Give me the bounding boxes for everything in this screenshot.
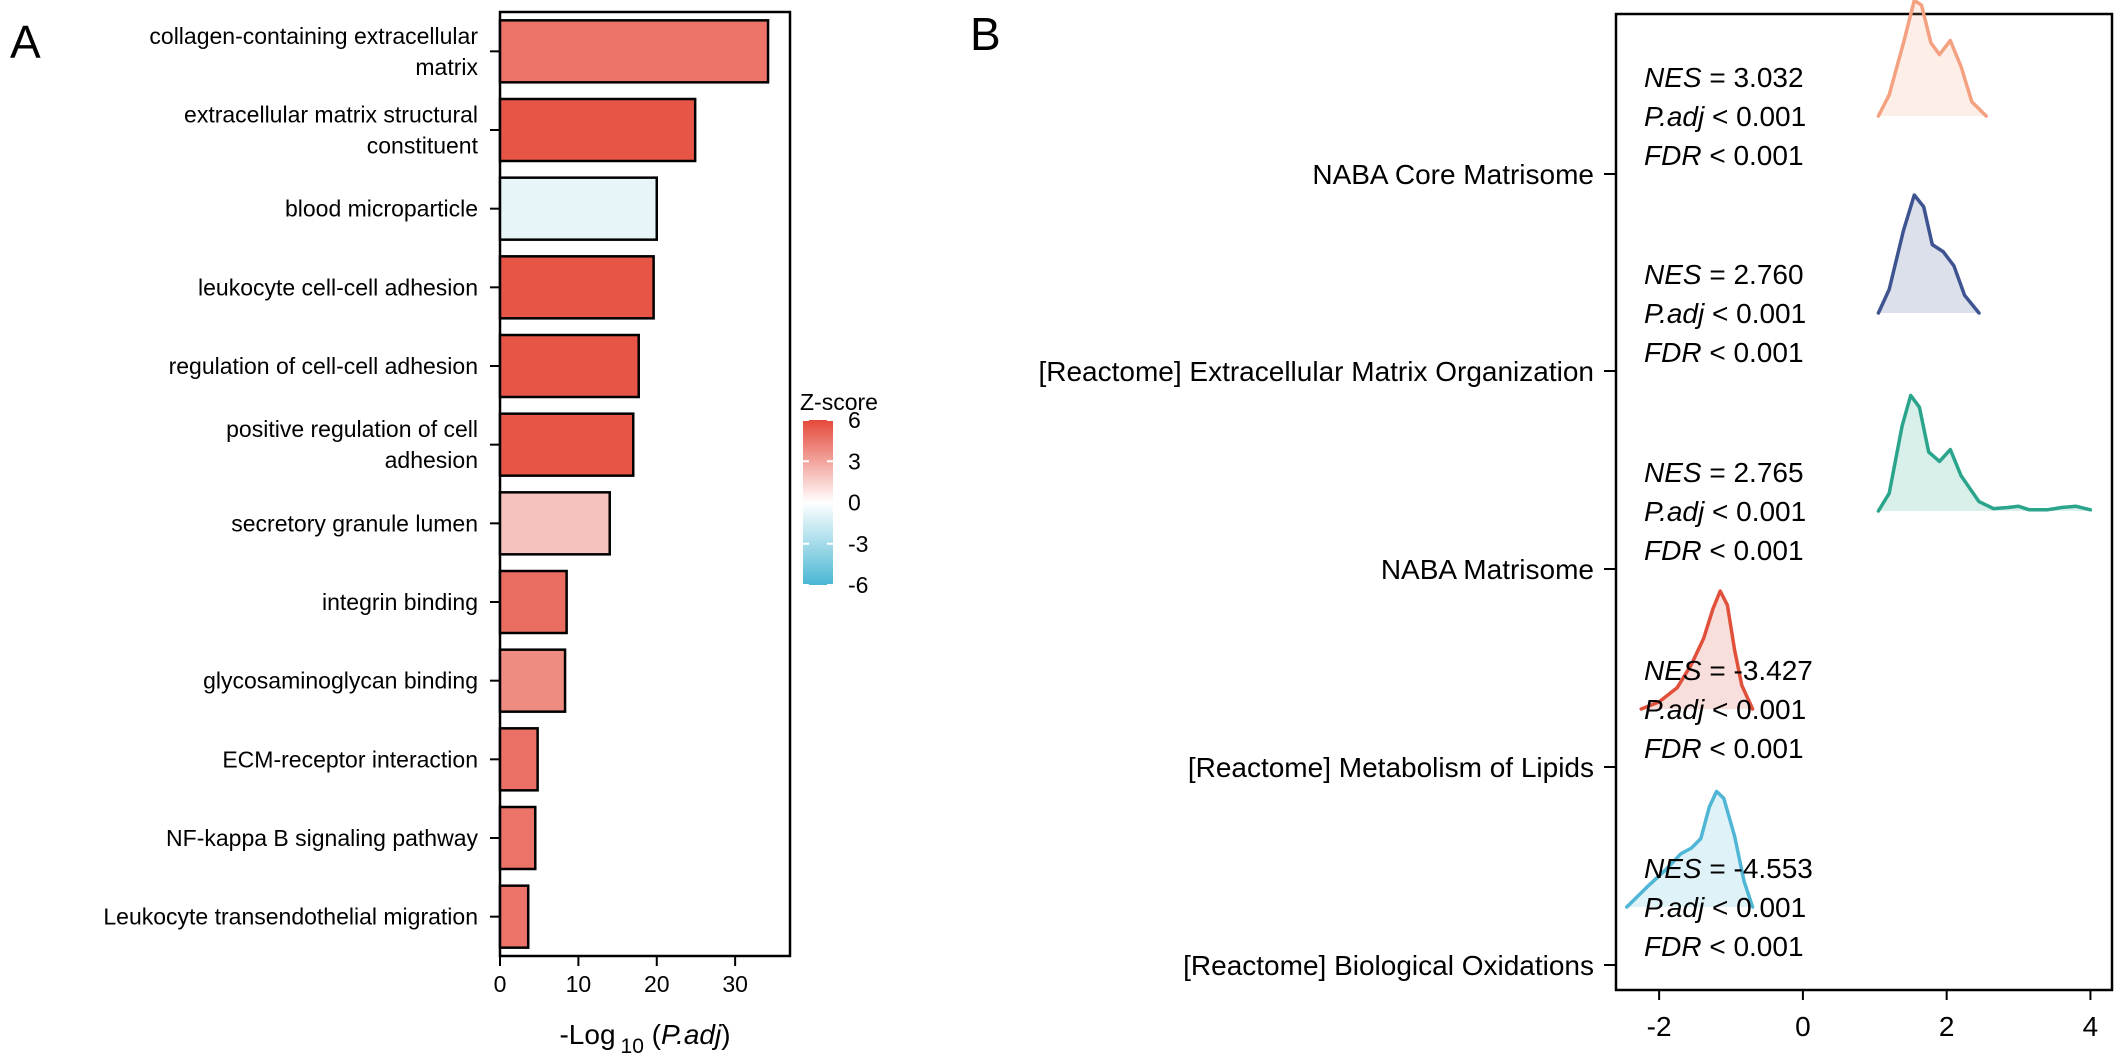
- legend-tick-label: -3: [848, 531, 868, 557]
- plot-frame: [1614, 12, 2114, 992]
- y-tick-label: collagen-containing extracellular matrix: [149, 23, 478, 80]
- x-tick-label: 0: [1795, 1011, 1811, 1042]
- density-area: [1878, 195, 1979, 313]
- density-area: [1878, 0, 1987, 116]
- bar: [498, 19, 770, 84]
- y-tick-label: leukocyte cell-cell adhesion: [198, 274, 478, 300]
- x-tick-label: 4: [2083, 1011, 2099, 1042]
- y-tick-label: positive regulation of cell adhesion: [226, 416, 478, 473]
- y-tick-label: regulation of cell-cell adhesion: [169, 353, 478, 379]
- pathway-label: NABA Matrisome: [1381, 554, 1594, 585]
- legend-title: Z-score: [800, 389, 878, 415]
- panel-label-a: A: [10, 16, 41, 68]
- bar: [498, 727, 539, 792]
- x-tick-label: -2: [1647, 1011, 1672, 1042]
- stat-text: FDR < 0.001: [1644, 535, 1804, 566]
- bar: [498, 97, 697, 163]
- pathway-label: [Reactome] Biological Oxidations: [1183, 950, 1594, 981]
- pathway-label: [Reactome] Extracellular Matrix Organiza…: [1038, 356, 1594, 387]
- stat-text: P.adj < 0.001: [1644, 298, 1806, 329]
- x-tick-label: 30: [722, 971, 748, 997]
- bar: [498, 648, 567, 713]
- y-tick-label: blood microparticle: [285, 196, 478, 222]
- density-line: [1625, 789, 1755, 909]
- stat-text: NES = 3.032: [1644, 62, 1804, 93]
- stat-text: P.adj < 0.001: [1644, 694, 1806, 725]
- density-area: [1641, 591, 1753, 709]
- bar: [498, 569, 568, 635]
- stat-text: NES = 2.760: [1644, 259, 1804, 290]
- pathway-label: NABA Core Matrisome: [1312, 159, 1594, 190]
- density-area: [1878, 395, 2091, 511]
- stat-text: FDR < 0.001: [1644, 140, 1804, 171]
- panel-a-bar-chart: collagen-containing extracellular matrix e…: [103, 10, 792, 1058]
- stat-text: P.adj < 0.001: [1644, 496, 1806, 527]
- density-line: [1876, 393, 2093, 513]
- density-line: [1639, 589, 1755, 711]
- y-tick-label: NF-kappa B signaling pathway: [166, 825, 478, 851]
- stat-text: FDR < 0.001: [1644, 337, 1804, 368]
- stat-text: NES = 2.765: [1644, 457, 1804, 488]
- x-tick-label: 2: [1939, 1011, 1955, 1042]
- bar: [498, 412, 635, 477]
- y-tick-label: Leukocyte transendothelial migration: [103, 904, 478, 930]
- panel-b-ridgeline-chart: NABA Core Matrisome NES = 3.032 P.adj < 0.…: [1038, 0, 2114, 1042]
- legend-tick-label: 6: [848, 407, 861, 433]
- bar: [498, 176, 659, 241]
- panel-label-b: B: [970, 8, 1001, 60]
- stat-text: FDR < 0.001: [1644, 733, 1804, 764]
- bar: [498, 884, 530, 949]
- legend-tick-label: -6: [848, 572, 868, 598]
- y-tick-label: integrin binding: [322, 589, 478, 615]
- bar: [498, 333, 640, 399]
- stat-text: NES = -3.427: [1644, 655, 1813, 686]
- stat-text: P.adj < 0.001: [1644, 892, 1806, 923]
- bar: [498, 805, 537, 871]
- legend-tick-label: 0: [848, 490, 861, 516]
- density-line: [1876, 193, 1981, 315]
- y-tick-label: ECM-receptor interaction: [222, 746, 478, 772]
- y-tick-label: secretory granule lumen: [231, 510, 478, 536]
- bar: [498, 255, 655, 320]
- stat-text: NES = -4.553: [1644, 853, 1813, 884]
- y-tick-label: extracellular matrix structural constitue…: [184, 102, 479, 159]
- bar: [498, 491, 611, 556]
- stat-text: P.adj < 0.001: [1644, 101, 1806, 132]
- legend-tick-label: 3: [848, 448, 861, 474]
- x-tick-label: 10: [566, 971, 592, 997]
- x-axis-label: -Log 10 (P.adj): [559, 1019, 730, 1058]
- x-tick-label: 0: [494, 971, 507, 997]
- x-tick-label: 20: [644, 971, 670, 997]
- y-tick-label: glycosaminoglycan binding: [203, 668, 478, 694]
- stat-text: FDR < 0.001: [1644, 931, 1804, 962]
- density-line: [1876, 0, 1988, 118]
- pathway-label: [Reactome] Metabolism of Lipids: [1188, 752, 1594, 783]
- plot-frame: [498, 10, 792, 958]
